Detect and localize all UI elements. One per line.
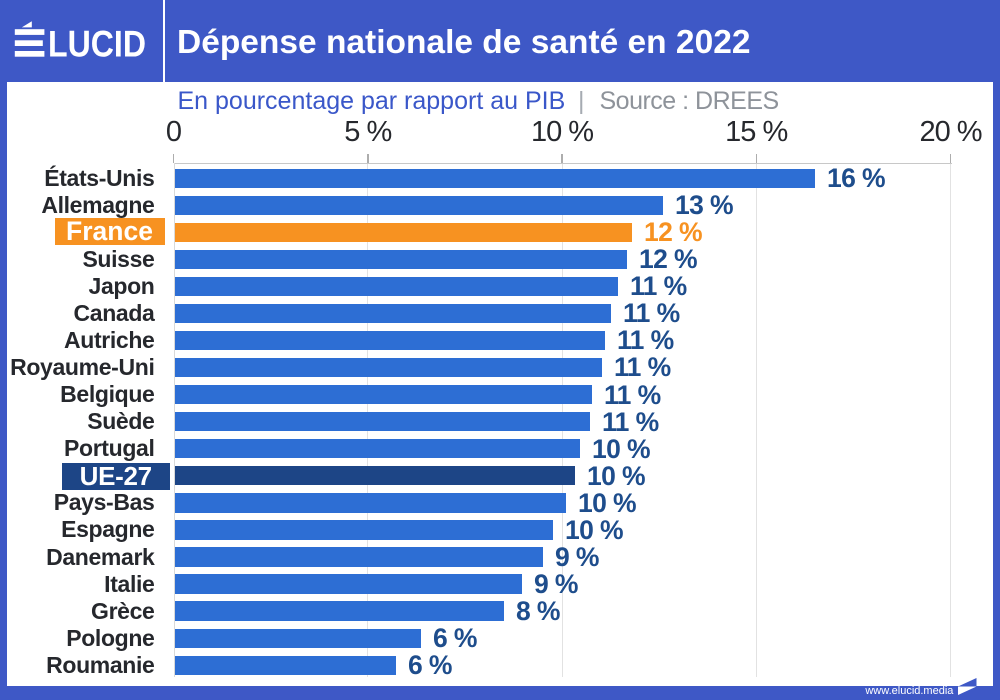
svg-text:LUCID: LUCID (48, 23, 146, 64)
